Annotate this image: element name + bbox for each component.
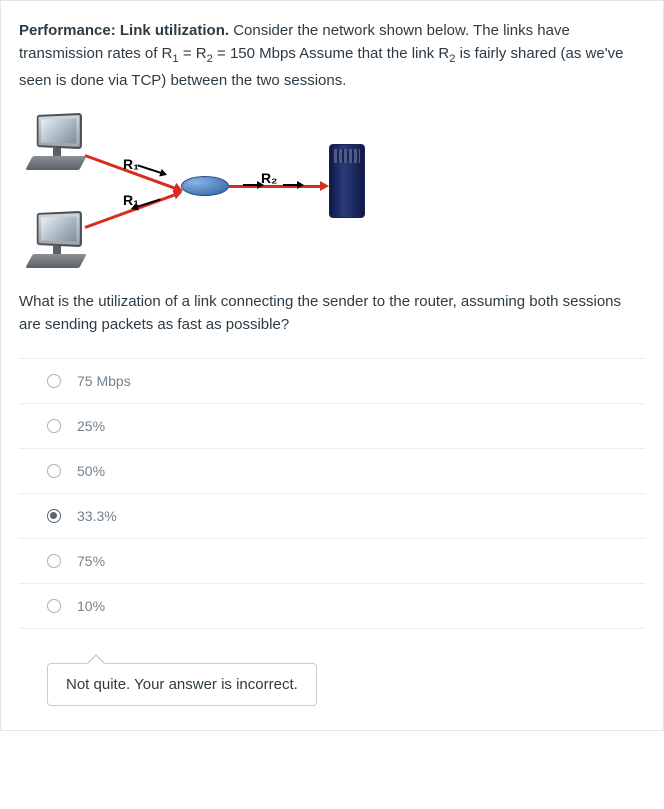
answer-list: 75 Mbps 25% 50% 33.3% 75% 10% [19, 358, 645, 629]
network-diagram: R₁ R₁ R₂ [19, 106, 379, 276]
feedback-container: Not quite. Your answer is incorrect. [19, 663, 645, 706]
label-arrow-r2-right [283, 184, 297, 186]
label-r2: R₂ [261, 170, 277, 186]
client-top [29, 112, 93, 172]
label-arrow-r1-top [137, 164, 160, 173]
label-arrow-r1-bottom [137, 198, 160, 207]
feedback-bubble: Not quite. Your answer is incorrect. [47, 663, 317, 706]
router [181, 176, 229, 196]
answer-label: 33.3% [77, 508, 117, 524]
label-r1-bottom: R₁ [123, 192, 139, 208]
answer-option[interactable]: 33.3% [19, 494, 645, 539]
label-arrow-r2-left [243, 184, 257, 186]
question-title: Performance: Link utilization. [19, 22, 229, 39]
answer-label: 75% [77, 553, 105, 569]
radio-icon [47, 509, 61, 523]
client-bottom [29, 210, 93, 270]
label-r1-top: R₁ [123, 156, 139, 172]
answer-label: 75 Mbps [77, 373, 131, 389]
answer-option[interactable]: 75 Mbps [19, 359, 645, 404]
answer-label: 25% [77, 418, 105, 434]
answer-option[interactable]: 50% [19, 449, 645, 494]
question-followup: What is the utilization of a link connec… [19, 290, 645, 337]
server [329, 144, 365, 218]
question-stem: Performance: Link utilization. Consider … [19, 19, 645, 92]
radio-icon [47, 464, 61, 478]
radio-icon [47, 599, 61, 613]
quiz-question-card: Performance: Link utilization. Consider … [0, 0, 664, 731]
answer-option[interactable]: 10% [19, 584, 645, 629]
radio-icon [47, 419, 61, 433]
answer-label: 10% [77, 598, 105, 614]
radio-icon [47, 374, 61, 388]
answer-option[interactable]: 75% [19, 539, 645, 584]
answer-option[interactable]: 25% [19, 404, 645, 449]
answer-label: 50% [77, 463, 105, 479]
feedback-text: Not quite. Your answer is incorrect. [66, 676, 298, 693]
radio-icon [47, 554, 61, 568]
